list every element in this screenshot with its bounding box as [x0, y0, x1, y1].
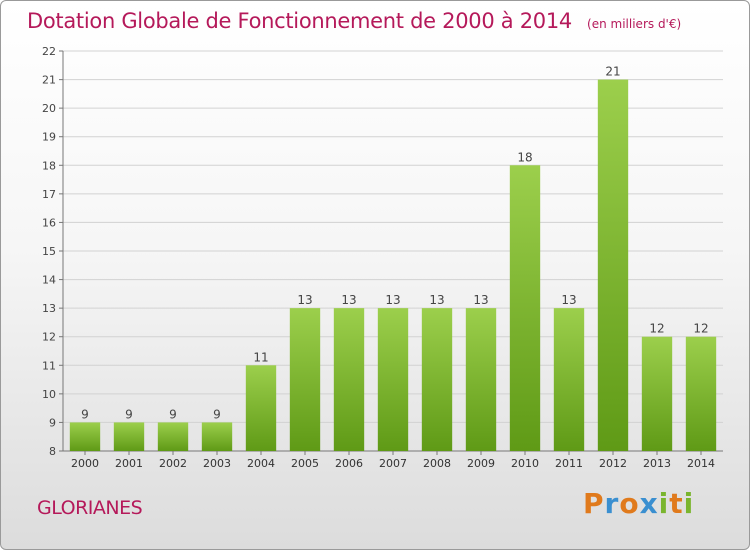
bar [509, 165, 541, 452]
x-tick-label: 2004 [247, 457, 275, 470]
chart-title: Dotation Globale de Fonctionnement de 20… [27, 9, 572, 33]
x-tick-label: 2001 [115, 457, 143, 470]
x-tick-label: 2012 [599, 457, 627, 470]
bar [641, 336, 673, 451]
bar-value-label: 9 [213, 407, 221, 421]
bar [597, 79, 629, 452]
chart-header: Dotation Globale de Fonctionnement de 20… [27, 9, 681, 33]
y-tick-label: 9 [49, 416, 56, 429]
bar [201, 422, 233, 451]
x-tick-label: 2008 [423, 457, 451, 470]
bar-value-label: 12 [693, 322, 708, 336]
bar-value-label: 13 [341, 293, 356, 307]
bar [113, 422, 145, 451]
commune-name: GLORIANES [37, 497, 143, 519]
x-tick-label: 2009 [467, 457, 495, 470]
x-tick-label: 2002 [159, 457, 187, 470]
bar-value-label: 13 [297, 293, 312, 307]
bar-value-label: 21 [605, 65, 620, 79]
logo-letter: t [669, 487, 684, 520]
bar-value-label: 13 [385, 293, 400, 307]
y-tick-label: 12 [42, 331, 56, 344]
logo-letter: i [683, 487, 695, 520]
logo-letter: P [583, 487, 605, 520]
x-tick-label: 2014 [687, 457, 715, 470]
logo-letter: r [604, 487, 620, 520]
proxiti-logo[interactable]: Proxiti [583, 487, 694, 520]
logo-letter: x [639, 487, 659, 520]
logo-letter: o [619, 487, 640, 520]
bar-value-label: 11 [253, 350, 268, 364]
logo-letter: i [658, 487, 670, 520]
bar [685, 336, 717, 451]
bar-value-label: 9 [169, 407, 177, 421]
bar [69, 422, 101, 451]
bar [157, 422, 189, 451]
y-tick-label: 17 [42, 188, 56, 201]
bar [553, 308, 585, 451]
y-tick-label: 18 [42, 159, 56, 172]
bar-value-label: 13 [429, 293, 444, 307]
x-tick-label: 2011 [555, 457, 583, 470]
y-tick-label: 15 [42, 245, 56, 258]
bar-value-label: 13 [473, 293, 488, 307]
y-tick-label: 14 [42, 274, 56, 287]
x-tick-label: 2006 [335, 457, 363, 470]
y-tick-label: 20 [42, 102, 56, 115]
chart-unit: (en milliers d'€) [587, 17, 682, 31]
bar [465, 308, 497, 451]
y-tick-label: 16 [42, 216, 56, 229]
y-tick-label: 8 [49, 445, 56, 458]
bar-value-label: 12 [649, 322, 664, 336]
x-tick-label: 2003 [203, 457, 231, 470]
bar-value-label: 9 [81, 407, 89, 421]
bar-value-label: 18 [517, 150, 532, 164]
y-tick-label: 21 [42, 74, 56, 87]
y-tick-label: 19 [42, 131, 56, 144]
y-tick-label: 11 [42, 359, 56, 372]
bar [289, 308, 321, 451]
y-tick-label: 10 [42, 388, 56, 401]
y-tick-label: 22 [42, 45, 56, 58]
bar-value-label: 13 [561, 293, 576, 307]
x-tick-label: 2005 [291, 457, 319, 470]
bar [377, 308, 409, 451]
x-tick-label: 2010 [511, 457, 539, 470]
x-tick-label: 2013 [643, 457, 671, 470]
x-tick-label: 2007 [379, 457, 407, 470]
bar-value-label: 9 [125, 407, 133, 421]
bar [421, 308, 453, 451]
bar [333, 308, 365, 451]
y-tick-label: 13 [42, 302, 56, 315]
x-tick-label: 2000 [71, 457, 99, 470]
bar [245, 365, 277, 451]
